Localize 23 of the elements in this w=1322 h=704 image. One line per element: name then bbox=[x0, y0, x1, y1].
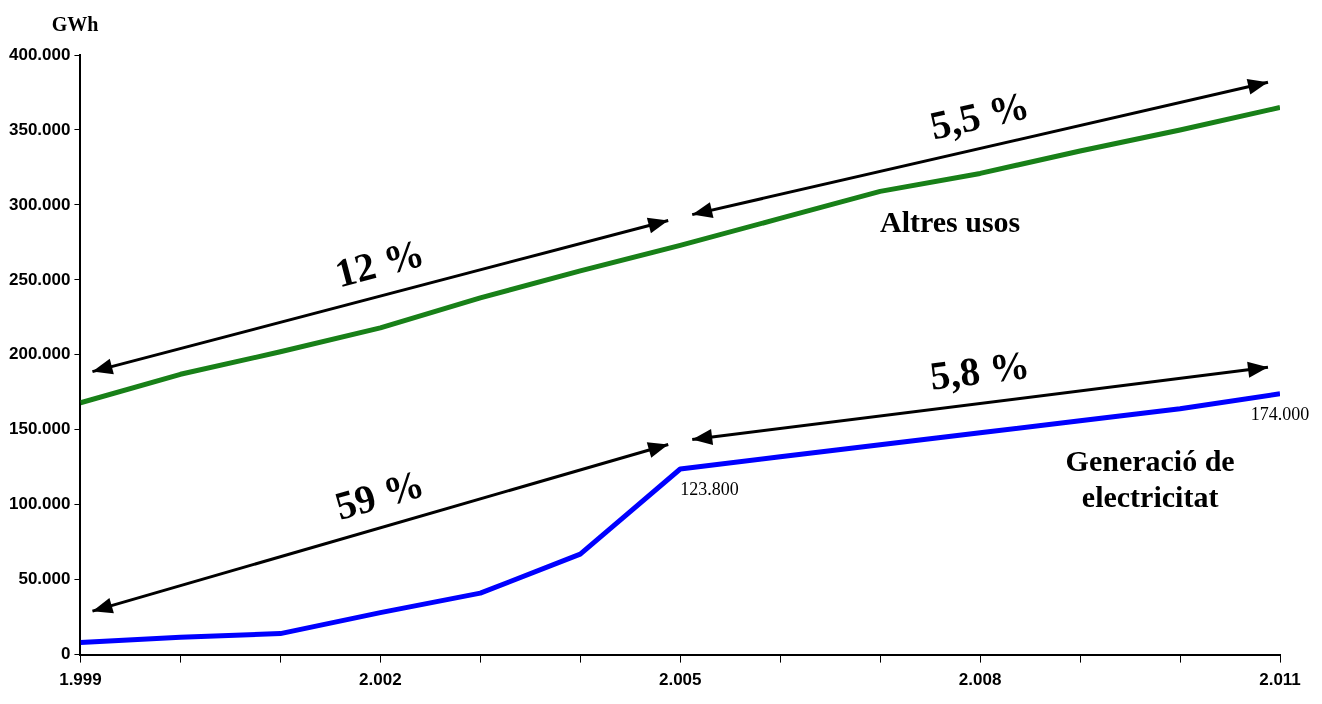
y-tick-label: 150.000 bbox=[9, 419, 71, 439]
x-tick-label: 1.999 bbox=[59, 670, 102, 690]
annotation: 59 % bbox=[329, 460, 429, 529]
series-label: Generació de electricitat bbox=[1065, 444, 1235, 514]
y-tick-label: 300.000 bbox=[9, 194, 71, 214]
y-tick-label: 200.000 bbox=[9, 344, 71, 364]
y-tick-label: 250.000 bbox=[9, 269, 71, 289]
x-tick-label: 2.005 bbox=[658, 670, 702, 690]
x-tick-label: 2.008 bbox=[958, 670, 1002, 690]
series-label: Altres usos bbox=[879, 205, 1021, 239]
x-tick-label: 2.002 bbox=[359, 670, 402, 690]
y-tick-label: 350.000 bbox=[9, 119, 71, 139]
annotation: 5,5 % bbox=[925, 82, 1034, 149]
y-axis-title: GWh bbox=[51, 13, 99, 36]
x-tick-label: 2.011 bbox=[1259, 670, 1301, 690]
data-label: 123.800 bbox=[680, 478, 739, 499]
y-tick-label: 0 bbox=[60, 644, 71, 664]
y-tick-label: 400.000 bbox=[9, 44, 71, 64]
annotation: 12 % bbox=[330, 229, 429, 297]
annotation: 5,8 % bbox=[927, 341, 1033, 399]
y-tick-label: 100.000 bbox=[9, 494, 71, 514]
y-tick-label: 50.000 bbox=[18, 569, 71, 589]
data-label: 174.000 bbox=[1250, 403, 1310, 424]
